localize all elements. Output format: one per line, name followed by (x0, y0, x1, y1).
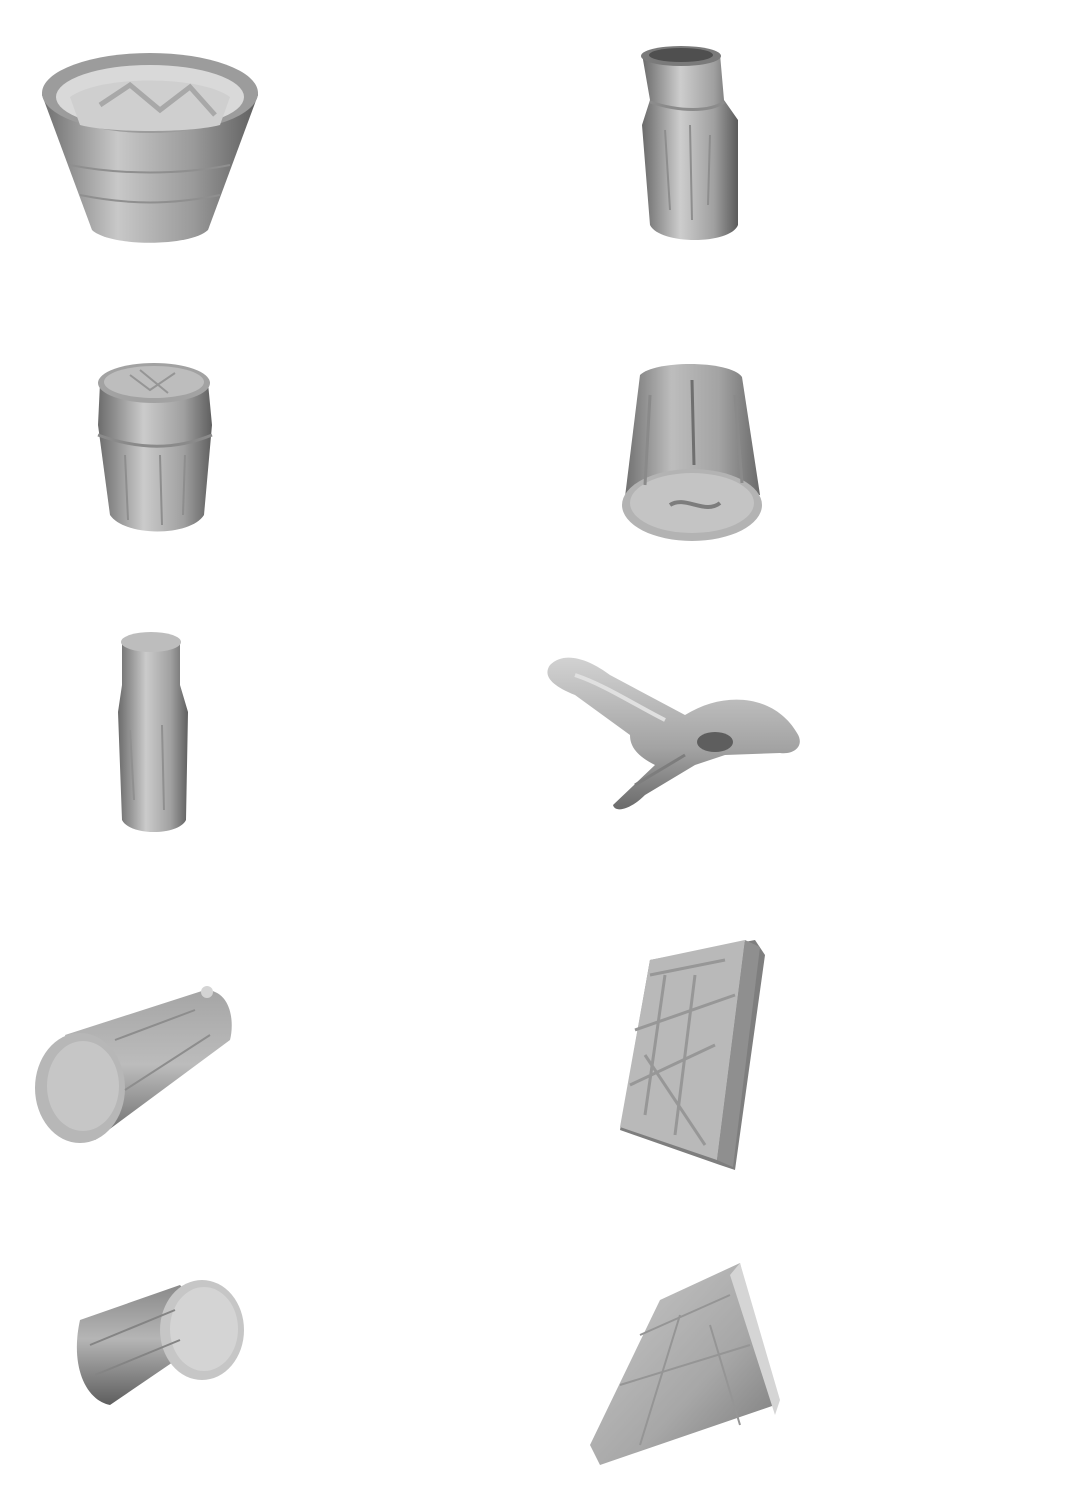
object-wedge-block (580, 1255, 790, 1470)
object-jar-with-neck (620, 40, 760, 250)
object-spring-clamp (535, 645, 820, 820)
object-small-cylinder (60, 1275, 250, 1410)
object-lying-cylinder (25, 980, 245, 1145)
object-box (605, 935, 780, 1180)
object-tilted-cylinder (610, 355, 770, 550)
object-short-jar (80, 355, 230, 540)
object-bottle (100, 620, 210, 840)
object-tapered-bowl (30, 35, 270, 250)
